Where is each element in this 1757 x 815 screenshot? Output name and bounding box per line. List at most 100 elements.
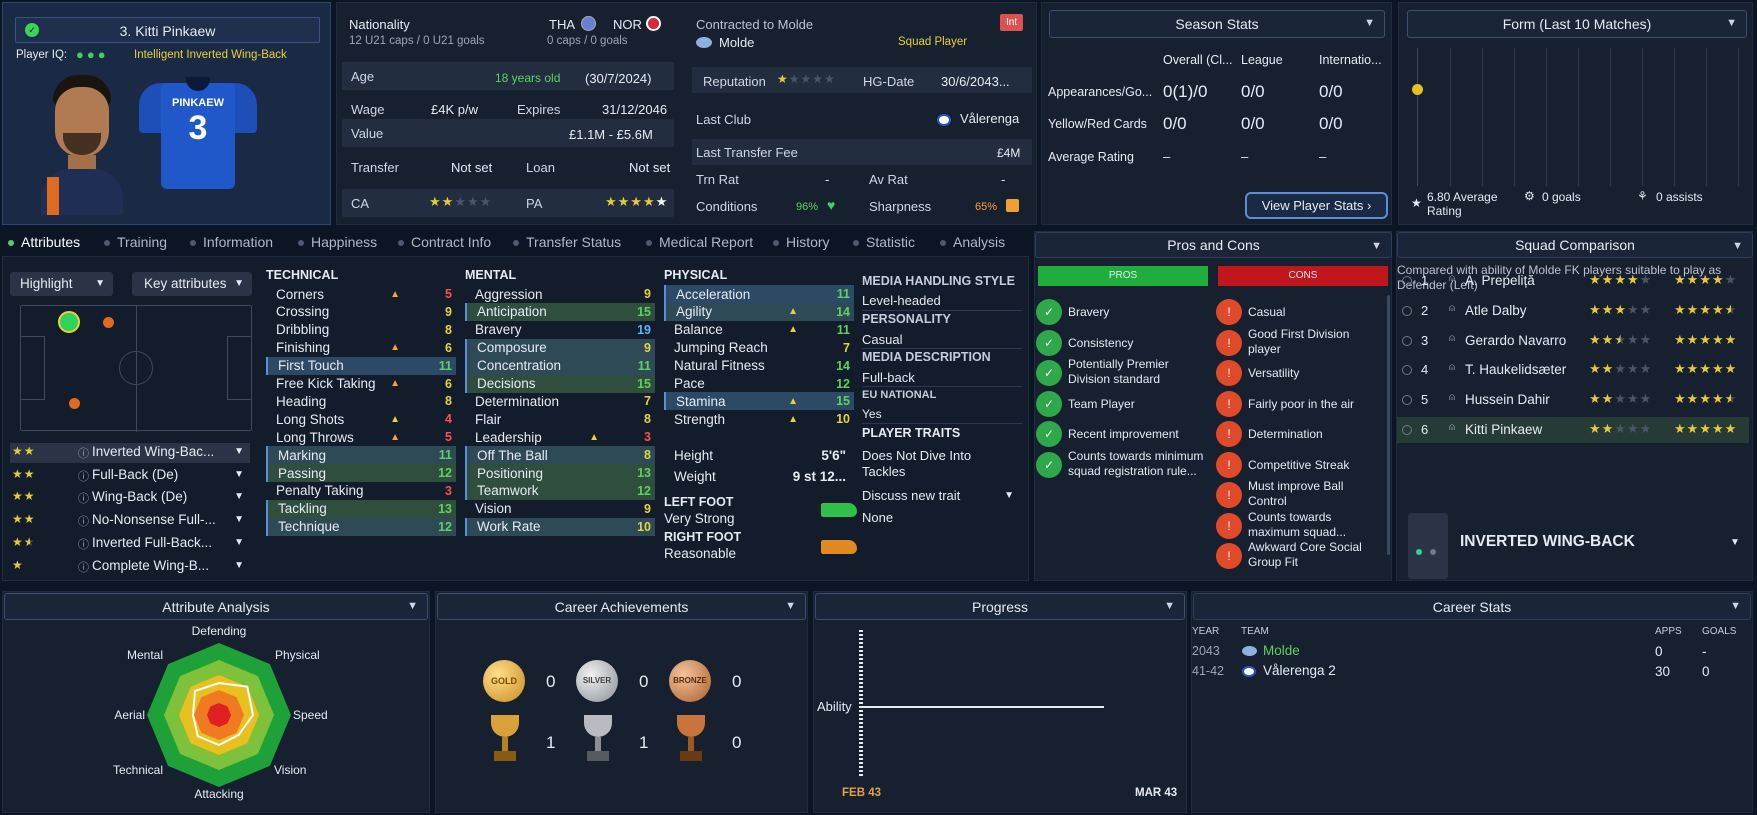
attribute-row[interactable]: Dribbling 8 bbox=[266, 321, 456, 339]
tab-happiness[interactable]: Happiness bbox=[298, 234, 377, 250]
attribute-row[interactable]: Technique 12 bbox=[266, 517, 456, 536]
attribute-row[interactable]: Free Kick Taking ▲ 6 bbox=[266, 375, 456, 393]
progress-header[interactable]: Progress ▼ bbox=[815, 593, 1185, 620]
attribute-row[interactable]: Strength ▲ 10 bbox=[664, 410, 854, 428]
tab-information[interactable]: Information bbox=[190, 234, 273, 250]
attribute-row[interactable]: Passing 12 bbox=[266, 464, 456, 482]
attribute-row[interactable]: Pace 12 bbox=[664, 375, 854, 393]
attribute-row[interactable]: Marking 11 bbox=[266, 446, 456, 465]
attribute-row[interactable]: Concentration 11 bbox=[465, 356, 655, 375]
pro-item[interactable]: Counts towards minimum squad registratio… bbox=[1068, 448, 1204, 478]
attribute-row[interactable]: First Touch 11 bbox=[266, 356, 456, 375]
key-attributes-dropdown[interactable]: Key attributes ▼ bbox=[132, 272, 252, 296]
tab-medical-report[interactable]: Medical Report bbox=[646, 234, 753, 250]
attribute-row[interactable]: Natural Fitness 14 bbox=[664, 357, 854, 375]
squad-row[interactable]: 4 ⍝ T. Haukelidsæter ★★★★★ ★★★★★ bbox=[1397, 357, 1749, 383]
con-item[interactable]: Must improve Ball Control bbox=[1248, 479, 1344, 508]
discuss-trait-dropdown[interactable]: Discuss new trait ▼ bbox=[862, 488, 1024, 508]
view-player-stats-button[interactable]: View Player Stats › bbox=[1245, 192, 1388, 219]
squad-row[interactable]: 2 ⍝ Atle Dalby ★★★★★ ★★★★★ bbox=[1397, 298, 1749, 324]
squad-row[interactable]: 1 ⍝ A. Prepeliță ★★★★★ ★★★★★ bbox=[1397, 268, 1749, 294]
role-row[interactable]: ★★ ⓘ Inverted Wing-Bac... ▼ bbox=[10, 443, 250, 463]
scrollbar[interactable] bbox=[1387, 295, 1390, 555]
tab-attributes[interactable]: Attributes bbox=[8, 234, 80, 250]
tab-statistic[interactable]: Statistic bbox=[853, 234, 915, 250]
last-club-value[interactable]: Vålerenga bbox=[960, 111, 1020, 126]
attribute-row[interactable]: Agility ▲ 14 bbox=[664, 302, 854, 321]
attribute-row[interactable]: Bravery 19 bbox=[465, 321, 655, 339]
con-item[interactable]: Good First Division player bbox=[1248, 326, 1350, 356]
attribute-row[interactable]: Determination 7 bbox=[465, 392, 655, 410]
position-marker-primary[interactable] bbox=[58, 311, 80, 333]
form-header[interactable]: Form (Last 10 Matches) ▼ bbox=[1407, 10, 1747, 38]
highlight-dropdown[interactable]: Highlight ▼ bbox=[10, 272, 113, 296]
attribute-row[interactable]: Finishing ▲ 6 bbox=[266, 339, 456, 357]
squad-pa-stars: ★★★★★ bbox=[1674, 272, 1738, 287]
tab-contract-info[interactable]: Contract Info bbox=[398, 234, 491, 250]
career-achievements-header[interactable]: Career Achievements ▼ bbox=[437, 593, 806, 620]
attribute-row[interactable]: Stamina ▲ 15 bbox=[664, 392, 854, 411]
attribute-row[interactable]: Acceleration 11 bbox=[664, 285, 854, 303]
attribute-row[interactable]: Corners ▲ 5 bbox=[266, 285, 456, 303]
attribute-row[interactable]: Aggression 9 bbox=[465, 285, 655, 303]
career-row-1-team[interactable]: Vålerenga 2 bbox=[1263, 663, 1336, 678]
pro-item[interactable]: Bravery bbox=[1068, 305, 1110, 319]
con-item[interactable]: Determination bbox=[1248, 427, 1323, 441]
squad-row[interactable]: 3 ⍝ Gerardo Navarro ★★★★★ ★★★★★ bbox=[1397, 328, 1749, 354]
squad-row[interactable]: 5 ⍝ Hussein Dahir ★★★★★ ★★★★★ bbox=[1397, 387, 1749, 413]
pro-item[interactable]: Consistency bbox=[1068, 335, 1134, 350]
tab-training[interactable]: Training bbox=[104, 234, 167, 250]
attribute-analysis-header[interactable]: Attribute Analysis ▼ bbox=[4, 593, 428, 620]
attribute-row[interactable]: Heading 8 bbox=[266, 392, 456, 410]
role-row[interactable]: ★★ ⓘ No-Nonsense Full-... ▼ bbox=[10, 511, 250, 531]
attribute-row[interactable]: Vision 9 bbox=[465, 500, 655, 518]
pro-item[interactable]: Team Player bbox=[1068, 396, 1135, 411]
form-point[interactable] bbox=[1412, 84, 1423, 95]
attribute-row[interactable]: Crossing 9 bbox=[266, 303, 456, 321]
pro-item[interactable]: Potentially Premier Division standard bbox=[1068, 357, 1169, 386]
contract-club[interactable]: Molde bbox=[719, 35, 755, 50]
con-item[interactable]: Awkward Core Social Group Fit bbox=[1248, 540, 1362, 569]
player-name-bar[interactable]: ✓ 3. Kitti Pinkaew bbox=[15, 17, 320, 43]
attribute-row[interactable]: Long Shots ▲ 4 bbox=[266, 410, 456, 428]
squad-comparison-header[interactable]: Squad Comparison ▼ bbox=[1397, 232, 1753, 258]
attribute-row[interactable]: Off The Ball 8 bbox=[465, 446, 655, 465]
position-marker[interactable] bbox=[103, 317, 114, 328]
position-marker[interactable] bbox=[69, 398, 80, 409]
pro-item[interactable]: Recent improvement bbox=[1068, 427, 1179, 441]
attribute-row[interactable]: Tackling 13 bbox=[266, 499, 456, 518]
role-row[interactable]: ★ ⓘ Complete Wing-B... ▼ bbox=[10, 557, 250, 577]
attribute-row[interactable]: Jumping Reach 7 bbox=[664, 339, 854, 357]
career-row-0-team[interactable]: Molde bbox=[1263, 643, 1300, 658]
role-row[interactable]: ★★ ⓘ Full-Back (De) ▼ bbox=[10, 466, 250, 486]
con-item[interactable]: Counts towards maximum squad... bbox=[1248, 509, 1347, 539]
role-row[interactable]: ★★ ⓘ Wing-Back (De) ▼ bbox=[10, 488, 250, 508]
attribute-row[interactable]: Balance ▲ 11 bbox=[664, 321, 854, 339]
tab-analysis[interactable]: Analysis bbox=[940, 234, 1005, 250]
con-item[interactable]: Casual bbox=[1248, 305, 1286, 319]
tab-transfer-status[interactable]: Transfer Status bbox=[513, 234, 621, 250]
attribute-row[interactable]: Teamwork 12 bbox=[465, 481, 655, 500]
attribute-row[interactable]: Work Rate 10 bbox=[465, 517, 655, 536]
role-stars: ★★ bbox=[12, 534, 36, 549]
attribute-row[interactable]: Long Throws ▲ 5 bbox=[266, 428, 456, 446]
squad-role[interactable]: INVERTED WING-BACK bbox=[1460, 533, 1635, 550]
chevron-down-icon[interactable]: ▼ bbox=[1730, 537, 1740, 548]
con-item[interactable]: Competitive Streak bbox=[1248, 457, 1350, 472]
attribute-row[interactable]: Composure 9 bbox=[465, 338, 655, 357]
attribute-row[interactable]: Leadership ▲ 3 bbox=[465, 428, 655, 446]
pros-cons-header[interactable]: Pros and Cons ▼ bbox=[1035, 232, 1392, 258]
hg-label: HG-Date bbox=[863, 74, 915, 89]
squad-row[interactable]: 6 ⍝ Kitti Pinkaew ★★★★★ ★★★★★ bbox=[1397, 417, 1749, 443]
attribute-row[interactable]: Positioning 13 bbox=[465, 464, 655, 482]
role-row[interactable]: ★★ ⓘ Inverted Full-Back... ▼ bbox=[10, 534, 250, 554]
attribute-row[interactable]: Penalty Taking 3 bbox=[266, 482, 456, 500]
season-stats-header[interactable]: Season Stats ▼ bbox=[1049, 10, 1385, 38]
attribute-row[interactable]: Decisions 15 bbox=[465, 374, 655, 393]
tab-history[interactable]: History bbox=[773, 234, 830, 250]
con-item[interactable]: Versatility bbox=[1248, 366, 1300, 380]
career-stats-header[interactable]: Career Stats ▼ bbox=[1193, 593, 1751, 620]
attribute-row[interactable]: Flair 8 bbox=[465, 410, 655, 428]
con-item[interactable]: Fairly poor in the air bbox=[1248, 396, 1355, 411]
attribute-row[interactable]: Anticipation 15 bbox=[465, 302, 655, 321]
